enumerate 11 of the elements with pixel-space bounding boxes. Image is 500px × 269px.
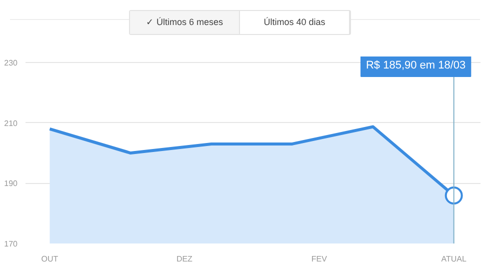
y-tick-label: 230 bbox=[4, 58, 18, 68]
y-tick-label: 190 bbox=[4, 179, 18, 188]
y-tick-label: 170 bbox=[4, 240, 18, 248]
annotation: R$ 185,90 em 18/03 bbox=[366, 60, 466, 72]
text: Últimos 40 dias bbox=[240, 11, 350, 34]
x-tick-label: ATUAL bbox=[441, 254, 467, 264]
x-tick-label: FEV bbox=[311, 254, 328, 264]
x-tick-label: DEZ bbox=[176, 254, 193, 264]
y-tick-label: 210 bbox=[4, 118, 18, 128]
x-tick-label: OUT bbox=[41, 254, 58, 264]
text: ✓ Últimos 6 meses bbox=[130, 11, 240, 34]
